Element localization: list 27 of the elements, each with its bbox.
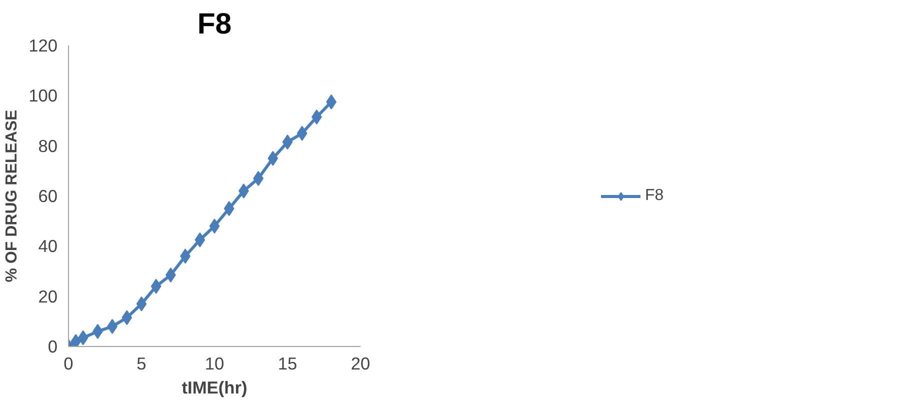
point [268, 150, 278, 166]
point [296, 126, 308, 141]
y-axis-title: % OF DRUG RELEASE [4, 109, 21, 282]
point [224, 201, 234, 216]
y-tick-label: 20 [38, 286, 58, 306]
chart-title: F8 [197, 8, 232, 40]
point [122, 310, 132, 326]
point [194, 232, 206, 248]
x-axis-title: tIME(hr) [182, 378, 248, 398]
y-tick-label: 100 [28, 86, 58, 106]
x-tick-label: 0 [64, 354, 74, 374]
x-tick-label: 5 [136, 354, 146, 374]
y-tick-label: 120 [28, 36, 58, 56]
x-tick-label: 10 [204, 354, 224, 374]
y-tick-label: 0 [48, 336, 58, 356]
y-tick-label: 60 [38, 186, 58, 206]
x-tick-label: 15 [278, 354, 298, 374]
y-tick-label: 80 [38, 136, 58, 156]
legend-label: F8 [645, 186, 665, 204]
y-tick-label: 40 [38, 236, 58, 256]
point [209, 218, 220, 234]
x-tick-label: 20 [350, 354, 370, 374]
point [150, 278, 162, 294]
point [78, 330, 88, 346]
point [136, 296, 147, 312]
point [70, 334, 81, 346]
point [282, 134, 293, 150]
